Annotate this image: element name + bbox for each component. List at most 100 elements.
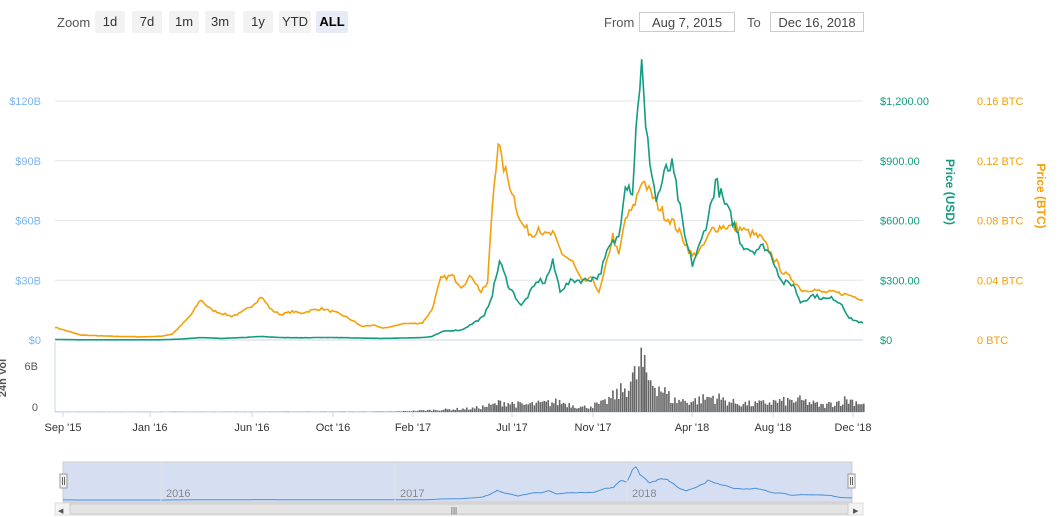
volume-bar <box>400 411 403 412</box>
navigator-right-handle[interactable] <box>847 473 856 489</box>
volume-bar <box>696 404 698 412</box>
navigator-tick-label: 2016 <box>166 488 190 500</box>
volume-bar <box>732 398 735 412</box>
zoom-1m-button[interactable]: 1m <box>169 11 199 33</box>
x-tick-label: Oct '16 <box>316 422 351 434</box>
volume-bar <box>670 403 672 412</box>
volume-bar <box>529 403 531 412</box>
volume-bar <box>645 372 648 412</box>
zoom-7d-button[interactable]: 7d <box>132 11 162 33</box>
volume-tick-label: 6B <box>25 361 38 373</box>
volume-bar <box>803 400 805 412</box>
volume-bar <box>424 410 427 412</box>
btc-tick-label: 0.16 BTC <box>977 96 1024 108</box>
volume-bar <box>722 397 724 412</box>
zoom-3m-button[interactable]: 3m <box>205 11 235 33</box>
volume-bar <box>422 410 425 412</box>
volume-bar <box>574 407 576 412</box>
from-label: From <box>604 15 635 30</box>
scrollbar-grip-icon: ||| <box>451 506 457 515</box>
volume-bar <box>714 403 716 412</box>
volume-bar <box>666 393 668 412</box>
volume-bar <box>638 366 640 412</box>
zoom-1d-button[interactable]: 1d <box>95 11 125 33</box>
volume-bar <box>730 402 733 412</box>
volume-bar <box>543 400 546 412</box>
volume-bar <box>462 408 464 412</box>
volume-bar <box>490 404 492 412</box>
volume-bar <box>772 399 775 412</box>
volume-bar <box>734 403 737 412</box>
volume-bar <box>486 406 488 412</box>
volume-bar <box>598 404 600 412</box>
volume-bar <box>764 403 767 412</box>
x-tick-label: Dec '18 <box>835 422 872 434</box>
volume-bar <box>378 411 381 412</box>
volume-bar <box>382 411 385 412</box>
volume-bar <box>801 399 803 412</box>
volume-bar <box>664 387 666 412</box>
volume-bar <box>501 406 504 412</box>
volume-bar <box>820 403 822 412</box>
volume-bar <box>694 398 696 412</box>
volume-bar <box>539 402 542 412</box>
zoom-ytd-button[interactable]: YTD <box>279 11 311 33</box>
volume-bar <box>686 402 688 412</box>
volume-bar <box>442 409 445 412</box>
from-date-input[interactable]: Aug 7, 2015 <box>639 12 735 32</box>
volume-bar <box>480 409 482 412</box>
volume-bar <box>583 405 586 412</box>
x-tick-label: Apr '18 <box>675 422 710 434</box>
volume-bar <box>521 403 523 412</box>
volume-bar <box>412 410 415 412</box>
volume-bar <box>594 402 596 412</box>
volume-bar <box>643 355 646 412</box>
volume-bar <box>446 409 449 412</box>
volume-bar <box>587 408 590 412</box>
volume-bar <box>762 400 765 412</box>
zoom-all-button[interactable]: ALL <box>316 11 348 33</box>
volume-bar <box>672 403 674 412</box>
volume-bar <box>376 411 379 412</box>
volume-bar <box>471 407 474 412</box>
volume-bar <box>566 407 568 412</box>
volume-bar <box>488 403 490 412</box>
volume-bar <box>555 398 557 412</box>
volume-bar <box>684 400 686 412</box>
to-date-input[interactable]: Dec 16, 2018 <box>770 12 864 32</box>
volume-bar <box>789 399 791 412</box>
volume-bar <box>406 411 409 412</box>
volume-bar <box>712 395 714 412</box>
volume-bar <box>505 406 507 412</box>
volume-bar <box>541 401 544 412</box>
price-series <box>54 59 864 341</box>
volume-bar <box>754 401 756 412</box>
scrollbar-thumb[interactable] <box>69 503 849 515</box>
btc-tick-label: 0 BTC <box>977 335 1008 347</box>
volume-bar <box>525 404 527 412</box>
volume-bar <box>635 379 638 412</box>
market-cap-tick-label: $90B <box>15 156 41 168</box>
volume-bar <box>418 410 421 412</box>
zoom-1y-button[interactable]: 1y <box>243 11 273 33</box>
navigator[interactable]: 2016 2017 2018 ◀ ▶ ||| <box>54 461 864 516</box>
volume-bar <box>527 404 529 412</box>
volume-bar <box>568 403 570 412</box>
volume-bar <box>710 397 712 412</box>
volume-bar <box>838 400 840 412</box>
volume-bar <box>511 401 513 412</box>
volume-bar <box>469 409 472 412</box>
volume-bar <box>612 390 614 412</box>
navigator-left-handle[interactable] <box>59 473 68 489</box>
volume-bar <box>698 396 700 412</box>
volume-bar <box>448 409 451 412</box>
volume-bar <box>740 406 743 412</box>
volume-bar <box>622 392 624 412</box>
volume-bar <box>533 405 536 412</box>
volume-bar <box>756 403 759 412</box>
volume-bar <box>768 402 771 412</box>
usd-tick-label: $0 <box>880 335 892 347</box>
volume-bar <box>736 404 739 412</box>
volume-bar <box>388 411 391 412</box>
